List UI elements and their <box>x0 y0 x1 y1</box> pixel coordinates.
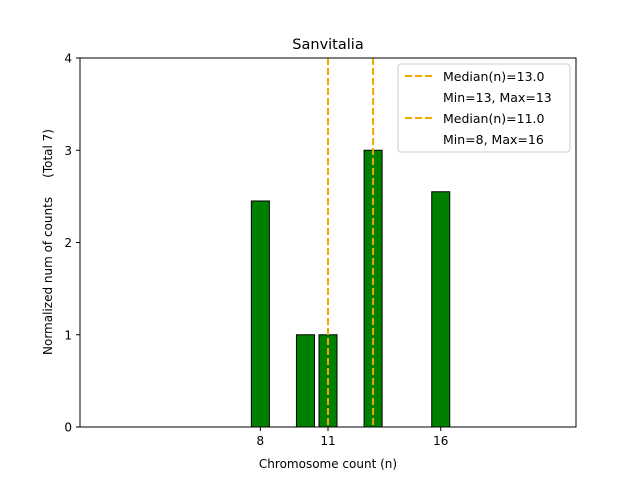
y-ticks-group: 0 1 2 3 4 <box>64 52 80 435</box>
y-tick-label-1: 1 <box>64 328 72 342</box>
chart-title: Sanvitalia <box>292 37 363 53</box>
y-tick-label-4: 4 <box>64 52 72 66</box>
median-lines-group <box>327 58 375 427</box>
bar-1 <box>295 334 315 428</box>
legend-minmax-label-1: Min=13, Max=13 <box>443 90 552 105</box>
x-tick-label-11: 11 <box>320 434 335 448</box>
y-tick-label-3: 3 <box>64 144 72 158</box>
x-axis-label: Chromosome count (n) <box>259 457 397 471</box>
y-tick-label-0: 0 <box>64 421 72 435</box>
x-tick-label-16: 16 <box>433 434 448 448</box>
bar-0 <box>250 200 270 428</box>
x-ticks-group: 8 11 16 <box>257 427 448 448</box>
y-tick-label-2: 2 <box>64 236 72 250</box>
x-tick-label-8: 8 <box>257 434 265 448</box>
legend-median-label-2: Median(n)=11.0 <box>443 111 544 126</box>
bars-group <box>250 149 451 428</box>
legend-median-label-1: Median(n)=13.0 <box>443 69 544 84</box>
legend: Median(n)=13.0 Min=13, Max=13 Median(n)=… <box>397 63 571 153</box>
y-axis-label: Normalized num of counts (Total 7) <box>41 129 55 355</box>
legend-box <box>397 63 571 153</box>
plot-area-frame <box>79 57 577 428</box>
bar-4 <box>431 191 451 428</box>
legend-minmax-label-2: Min=8, Max=16 <box>443 132 544 147</box>
